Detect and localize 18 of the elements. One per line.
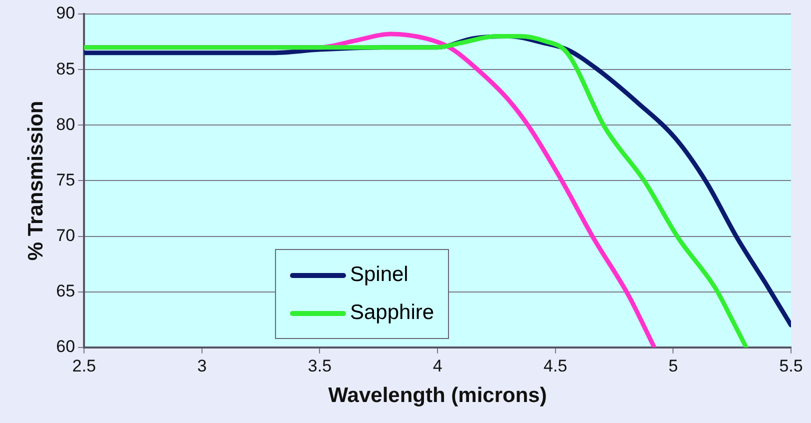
x-tick-label: 5.5 — [779, 356, 803, 376]
x-tick-label: 5 — [668, 356, 678, 376]
y-tick-label: 90 — [56, 4, 76, 23]
y-tick-label: 70 — [56, 226, 76, 245]
x-tick-label: 4 — [432, 356, 442, 376]
x-tick-label: 3 — [197, 356, 207, 376]
y-tick-label: 65 — [56, 282, 76, 301]
legend-label: Spinel — [350, 263, 408, 288]
y-tick-label: 75 — [56, 170, 76, 190]
y-axis-title: % Transmission — [24, 100, 48, 261]
y-tick-label: 80 — [56, 114, 76, 134]
y-tick-label: 85 — [56, 59, 76, 78]
legend-label: Sapphire — [350, 301, 434, 326]
x-tick-label: 2.5 — [72, 356, 96, 376]
x-tick-label: 3.5 — [308, 356, 332, 376]
x-axis-title: Wavelength (microns) — [328, 384, 547, 408]
x-tick-label: 4.5 — [544, 356, 568, 376]
y-tick-label: 60 — [56, 337, 76, 356]
